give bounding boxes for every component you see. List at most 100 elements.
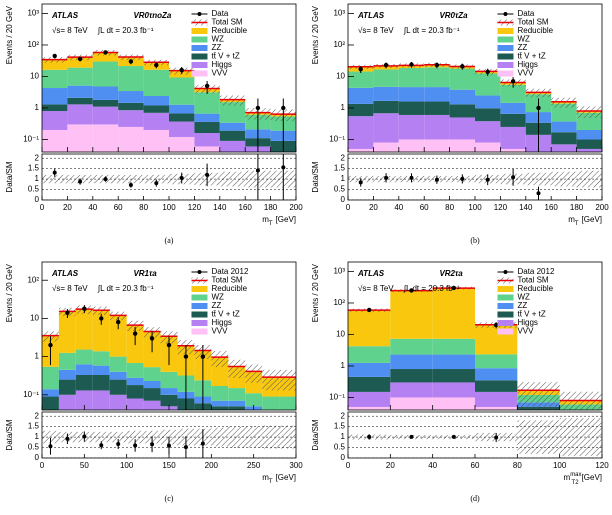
x-tick-label: 160 <box>239 203 253 212</box>
stack-segment <box>500 148 526 152</box>
ratio-point <box>82 434 87 439</box>
x-tick-label: 120 <box>188 203 202 212</box>
stack-segment <box>42 396 59 410</box>
ratio-point <box>167 443 171 448</box>
ratio-point <box>511 175 516 180</box>
ratio-y-tick-label: 1 <box>341 174 346 183</box>
ratio-y-tick-label: 0.5 <box>334 185 346 194</box>
x-label-unit: [GeV] <box>582 215 602 224</box>
x-tick-label: 80 <box>513 461 522 470</box>
legend-swatch <box>497 286 514 292</box>
stack-segment <box>194 92 220 114</box>
ratio-point <box>48 444 53 449</box>
stack-segment <box>262 396 280 410</box>
data-point <box>434 62 440 68</box>
stack-segment <box>58 379 76 395</box>
ratio-point <box>179 176 184 181</box>
legend-label: Total SM <box>211 276 242 285</box>
legend-label: ZZ <box>517 43 527 52</box>
region-label: VR0τnoZa <box>133 11 171 20</box>
y-tick-label: 10³ <box>27 9 39 18</box>
legend-swatch <box>191 53 208 60</box>
stack-segment <box>143 112 169 130</box>
stack-segment <box>42 111 68 130</box>
energy-label: √s= 8 TeV <box>358 284 394 293</box>
ratio-y-tick-label: 0 <box>341 195 346 204</box>
ratio-point <box>434 177 439 182</box>
legend-label: Higgs <box>517 60 537 69</box>
ratio-y-tick-label: 1 <box>35 174 40 183</box>
legend-label: tt̄ V + tZ <box>211 52 239 61</box>
ratio-point <box>205 172 210 177</box>
ratio-y-tick-label: 1 <box>341 432 346 441</box>
lumi-label: ∫L dt = 20.3 fb⁻¹ <box>403 26 460 35</box>
ratio-point <box>154 181 159 186</box>
legend-label: tt̄ V + tZ <box>211 310 239 319</box>
data-point <box>154 62 159 68</box>
ratio-y-tick-label: 2 <box>35 153 40 162</box>
stack-segment <box>126 398 144 410</box>
stack-segment <box>143 105 169 113</box>
stack-segment <box>348 87 374 104</box>
x-tick-label: 60 <box>420 203 429 212</box>
stack-segment <box>348 310 391 347</box>
stack-segment <box>75 390 93 410</box>
ratio-point <box>494 435 499 440</box>
data-point <box>409 288 414 293</box>
ratio-plot <box>42 415 296 458</box>
stack-segment <box>398 67 425 88</box>
ratio-point <box>367 434 372 439</box>
ratio-y-tick-label: 2 <box>341 153 346 162</box>
stack-segment <box>143 95 169 106</box>
stack-segment <box>42 59 68 70</box>
legend-swatch <box>497 311 514 318</box>
experiment-label: ATLAS <box>357 11 385 20</box>
stack-segment <box>398 87 425 102</box>
sm-uncertainty-band <box>228 359 246 379</box>
legend-label: WZ <box>517 293 530 302</box>
ratio-point <box>65 436 70 441</box>
stack-segment <box>432 397 475 410</box>
x-tick-label: 100 <box>468 203 482 212</box>
x-label-symbol: m <box>568 215 575 224</box>
stack-segment <box>398 139 425 152</box>
y-tick-label: 1 <box>35 352 40 361</box>
data-point <box>536 105 541 111</box>
stack-segment <box>58 311 76 353</box>
stack-segment <box>126 385 144 399</box>
y-tick-label: 10⁻¹ <box>329 393 345 402</box>
ratio-point <box>358 180 363 185</box>
sm-uncertainty-band <box>126 320 144 332</box>
stack-segment <box>42 129 68 152</box>
stack-segment <box>42 104 68 112</box>
stack-segment <box>109 315 127 357</box>
x-tick-label: 180 <box>264 203 278 212</box>
legend-label: WZ <box>211 293 224 302</box>
sm-uncertainty-band <box>219 95 246 106</box>
ratio-point <box>78 179 83 184</box>
ratio-point <box>485 177 490 182</box>
caption: (c) <box>165 494 174 503</box>
ratio-plot <box>348 415 602 458</box>
y-tick-label: 10² <box>27 40 39 49</box>
stack-segment <box>449 117 475 140</box>
stack-segment <box>42 88 68 105</box>
legend-label: Total SM <box>517 18 548 27</box>
stack-segment <box>219 140 246 152</box>
ratio-point <box>133 443 138 448</box>
legend-label: VVV <box>517 327 534 336</box>
legend-label: VVV <box>211 327 228 336</box>
stack-segment <box>500 126 526 149</box>
sm-uncertainty-band <box>517 382 560 410</box>
legend-swatch <box>497 45 514 51</box>
legend-swatch <box>497 328 514 335</box>
legend-label: Data 2012 <box>211 267 248 276</box>
sm-uncertainty-band <box>551 97 577 108</box>
stack-segment <box>279 415 296 422</box>
stack-segment <box>118 102 144 111</box>
lumi-label: ∫L dt = 20.3 fb⁻¹ <box>97 26 154 35</box>
ratio-y-tick-label: 2 <box>35 411 40 420</box>
y-tick-label: 1 <box>341 361 346 370</box>
x-label-sub: T <box>269 221 273 227</box>
